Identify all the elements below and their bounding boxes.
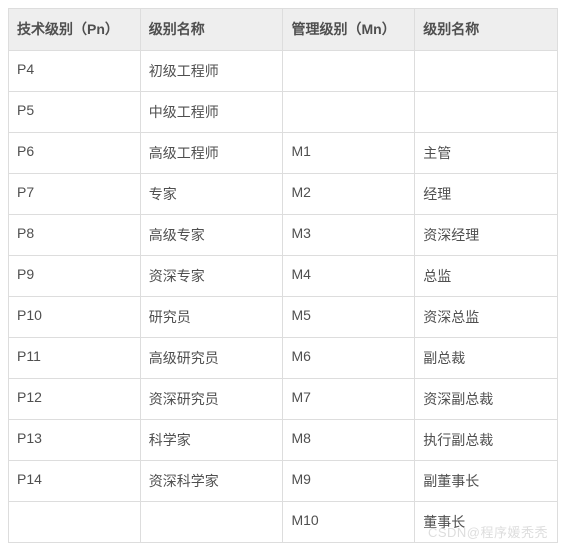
table-row: P8高级专家M3资深经理 (9, 215, 558, 256)
cell-mgmt-level: M2 (283, 174, 415, 215)
cell-tech-name: 高级专家 (140, 215, 283, 256)
cell-mgmt-level (283, 92, 415, 133)
table-row: P12资深研究员M7资深副总裁 (9, 379, 558, 420)
cell-mgmt-level: M10 (283, 502, 415, 543)
cell-tech-name: 高级研究员 (140, 338, 283, 379)
cell-tech-level: P9 (9, 256, 141, 297)
level-table: 技术级别（Pn） 级别名称 管理级别（Mn） 级别名称 P4初级工程师P5中级工… (8, 8, 558, 543)
cell-tech-name: 专家 (140, 174, 283, 215)
cell-mgmt-name (415, 51, 558, 92)
cell-tech-level: P13 (9, 420, 141, 461)
cell-mgmt-level: M7 (283, 379, 415, 420)
cell-mgmt-name: 副总裁 (415, 338, 558, 379)
col-header-tech-name: 级别名称 (140, 9, 283, 51)
cell-tech-level: P12 (9, 379, 141, 420)
cell-mgmt-name: 总监 (415, 256, 558, 297)
table-row: M10董事长 (9, 502, 558, 543)
cell-mgmt-name: 资深副总裁 (415, 379, 558, 420)
col-header-mgmt-name: 级别名称 (415, 9, 558, 51)
cell-mgmt-level: M4 (283, 256, 415, 297)
cell-tech-name: 资深研究员 (140, 379, 283, 420)
cell-tech-level: P4 (9, 51, 141, 92)
cell-mgmt-name: 经理 (415, 174, 558, 215)
table-row: P13科学家M8执行副总裁 (9, 420, 558, 461)
cell-mgmt-name: 主管 (415, 133, 558, 174)
cell-tech-name: 资深科学家 (140, 461, 283, 502)
cell-mgmt-level: M1 (283, 133, 415, 174)
cell-mgmt-name: 董事长 (415, 502, 558, 543)
cell-tech-name: 初级工程师 (140, 51, 283, 92)
cell-tech-name: 资深专家 (140, 256, 283, 297)
cell-mgmt-level: M6 (283, 338, 415, 379)
cell-mgmt-name (415, 92, 558, 133)
col-header-tech-level: 技术级别（Pn） (9, 9, 141, 51)
table-row: P10研究员M5资深总监 (9, 297, 558, 338)
cell-tech-level (9, 502, 141, 543)
cell-mgmt-name: 资深经理 (415, 215, 558, 256)
cell-tech-name: 高级工程师 (140, 133, 283, 174)
table-row: P9资深专家M4总监 (9, 256, 558, 297)
col-header-mgmt-level: 管理级别（Mn） (283, 9, 415, 51)
cell-tech-level: P10 (9, 297, 141, 338)
cell-mgmt-level: M8 (283, 420, 415, 461)
cell-tech-name: 科学家 (140, 420, 283, 461)
cell-tech-name (140, 502, 283, 543)
cell-tech-name: 研究员 (140, 297, 283, 338)
cell-tech-level: P7 (9, 174, 141, 215)
table-row: P7专家M2经理 (9, 174, 558, 215)
table-row: P6高级工程师M1主管 (9, 133, 558, 174)
table-row: P11高级研究员M6副总裁 (9, 338, 558, 379)
table-row: P5中级工程师 (9, 92, 558, 133)
table-row: P4初级工程师 (9, 51, 558, 92)
cell-mgmt-name: 资深总监 (415, 297, 558, 338)
cell-tech-level: P8 (9, 215, 141, 256)
table-body: P4初级工程师P5中级工程师P6高级工程师M1主管P7专家M2经理P8高级专家M… (9, 51, 558, 543)
table-header: 技术级别（Pn） 级别名称 管理级别（Mn） 级别名称 (9, 9, 558, 51)
cell-tech-level: P5 (9, 92, 141, 133)
cell-tech-name: 中级工程师 (140, 92, 283, 133)
cell-mgmt-level: M3 (283, 215, 415, 256)
cell-mgmt-level (283, 51, 415, 92)
cell-mgmt-name: 副董事长 (415, 461, 558, 502)
cell-tech-level: P11 (9, 338, 141, 379)
cell-tech-level: P14 (9, 461, 141, 502)
table-row: P14资深科学家M9副董事长 (9, 461, 558, 502)
cell-mgmt-level: M9 (283, 461, 415, 502)
cell-tech-level: P6 (9, 133, 141, 174)
cell-mgmt-name: 执行副总裁 (415, 420, 558, 461)
cell-mgmt-level: M5 (283, 297, 415, 338)
